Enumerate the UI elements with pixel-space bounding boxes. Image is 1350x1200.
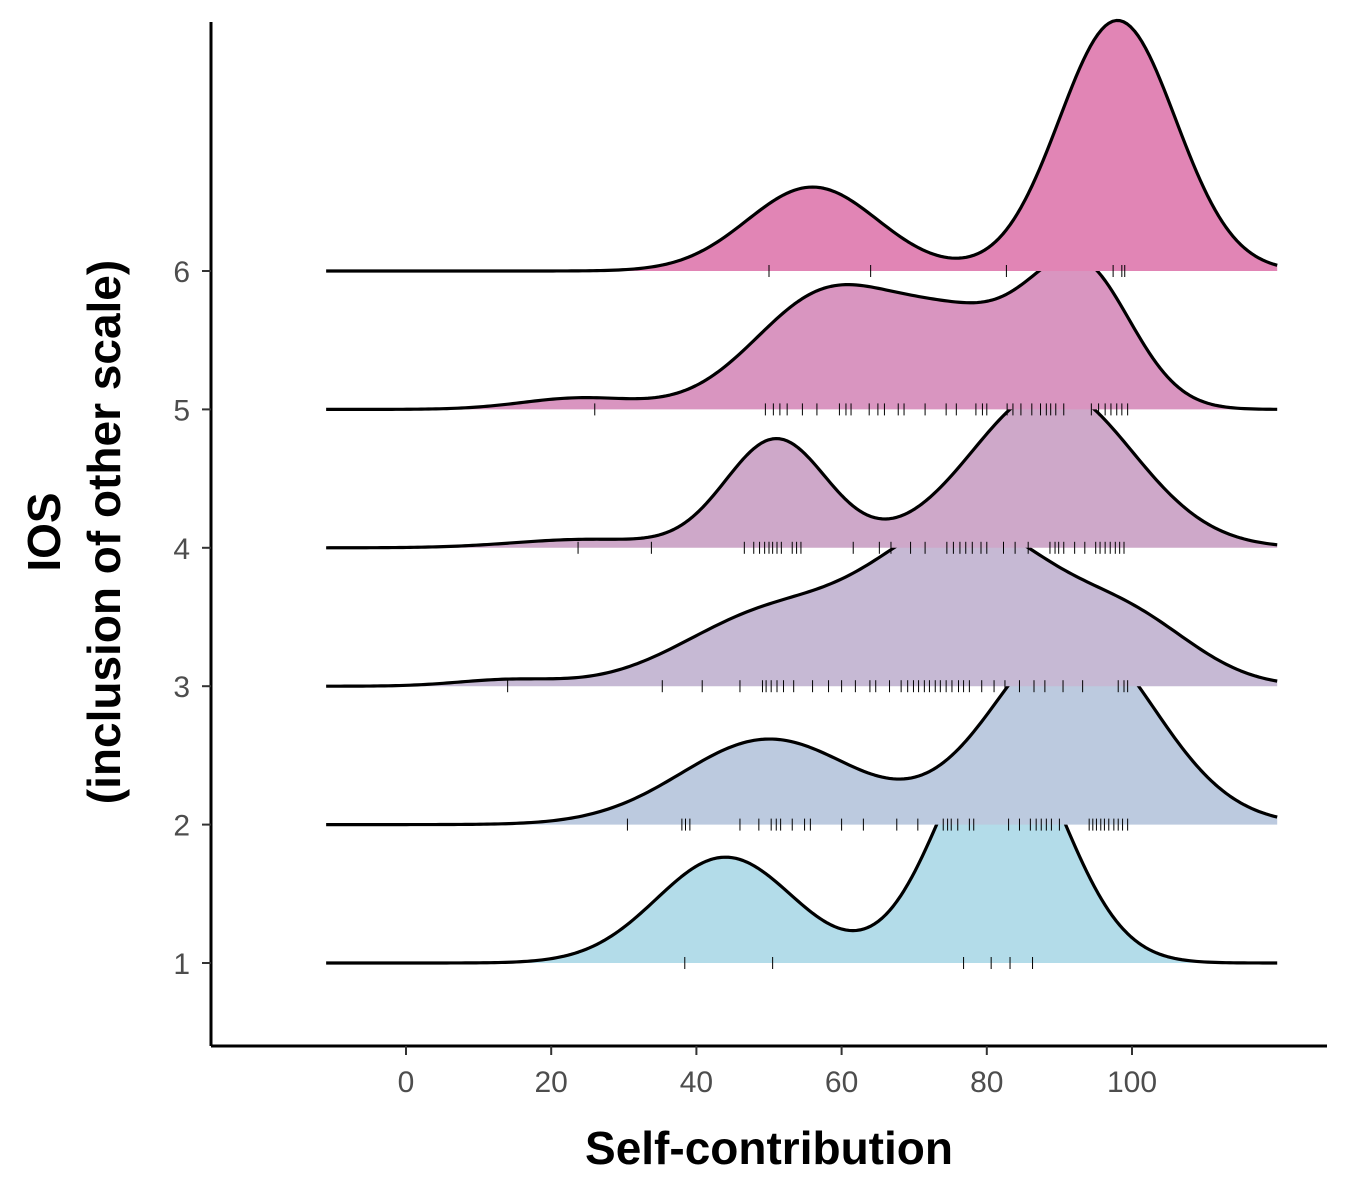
x-tick-label-80: 80: [970, 1066, 1003, 1099]
ridge-area-3: [326, 520, 1278, 687]
rug-layer: [507, 265, 1129, 969]
ridge-outline-4: [326, 387, 1278, 550]
y-tick-label-2: 2: [173, 810, 190, 843]
x-axis-title: Self-contribution: [585, 1122, 953, 1174]
ridge-area-5: [326, 255, 1278, 410]
x-tick-label-100: 100: [1107, 1066, 1157, 1099]
y-tick-label-3: 3: [173, 671, 190, 704]
ridge-area-4: [326, 388, 1278, 548]
ridge-area-6: [326, 20, 1278, 271]
ridge-outline-6: [326, 18, 1278, 273]
y-tick-label-6: 6: [173, 256, 190, 289]
y-axis-title-line1: IOS: [18, 492, 70, 571]
y-axis-title-line2: (inclusion of other scale): [78, 260, 130, 804]
x-tick-label-60: 60: [825, 1066, 858, 1099]
x-tick-label-40: 40: [680, 1066, 713, 1099]
y-tick-label-4: 4: [173, 533, 190, 566]
x-tick-label-0: 0: [398, 1066, 415, 1099]
y-tick-label-5: 5: [173, 394, 190, 427]
ridges-layer: [326, 18, 1278, 965]
ridge-outline-1: [326, 723, 1278, 965]
ridge-outline-5: [326, 254, 1278, 411]
y-axis-ticks: 1 2 3 4 5 6: [173, 256, 211, 981]
x-axis-ticks: 0 20 40 60 80 100: [398, 1046, 1157, 1099]
ridge-outline-3: [326, 518, 1278, 688]
x-tick-label-20: 20: [535, 1066, 568, 1099]
y-tick-label-1: 1: [173, 948, 190, 981]
